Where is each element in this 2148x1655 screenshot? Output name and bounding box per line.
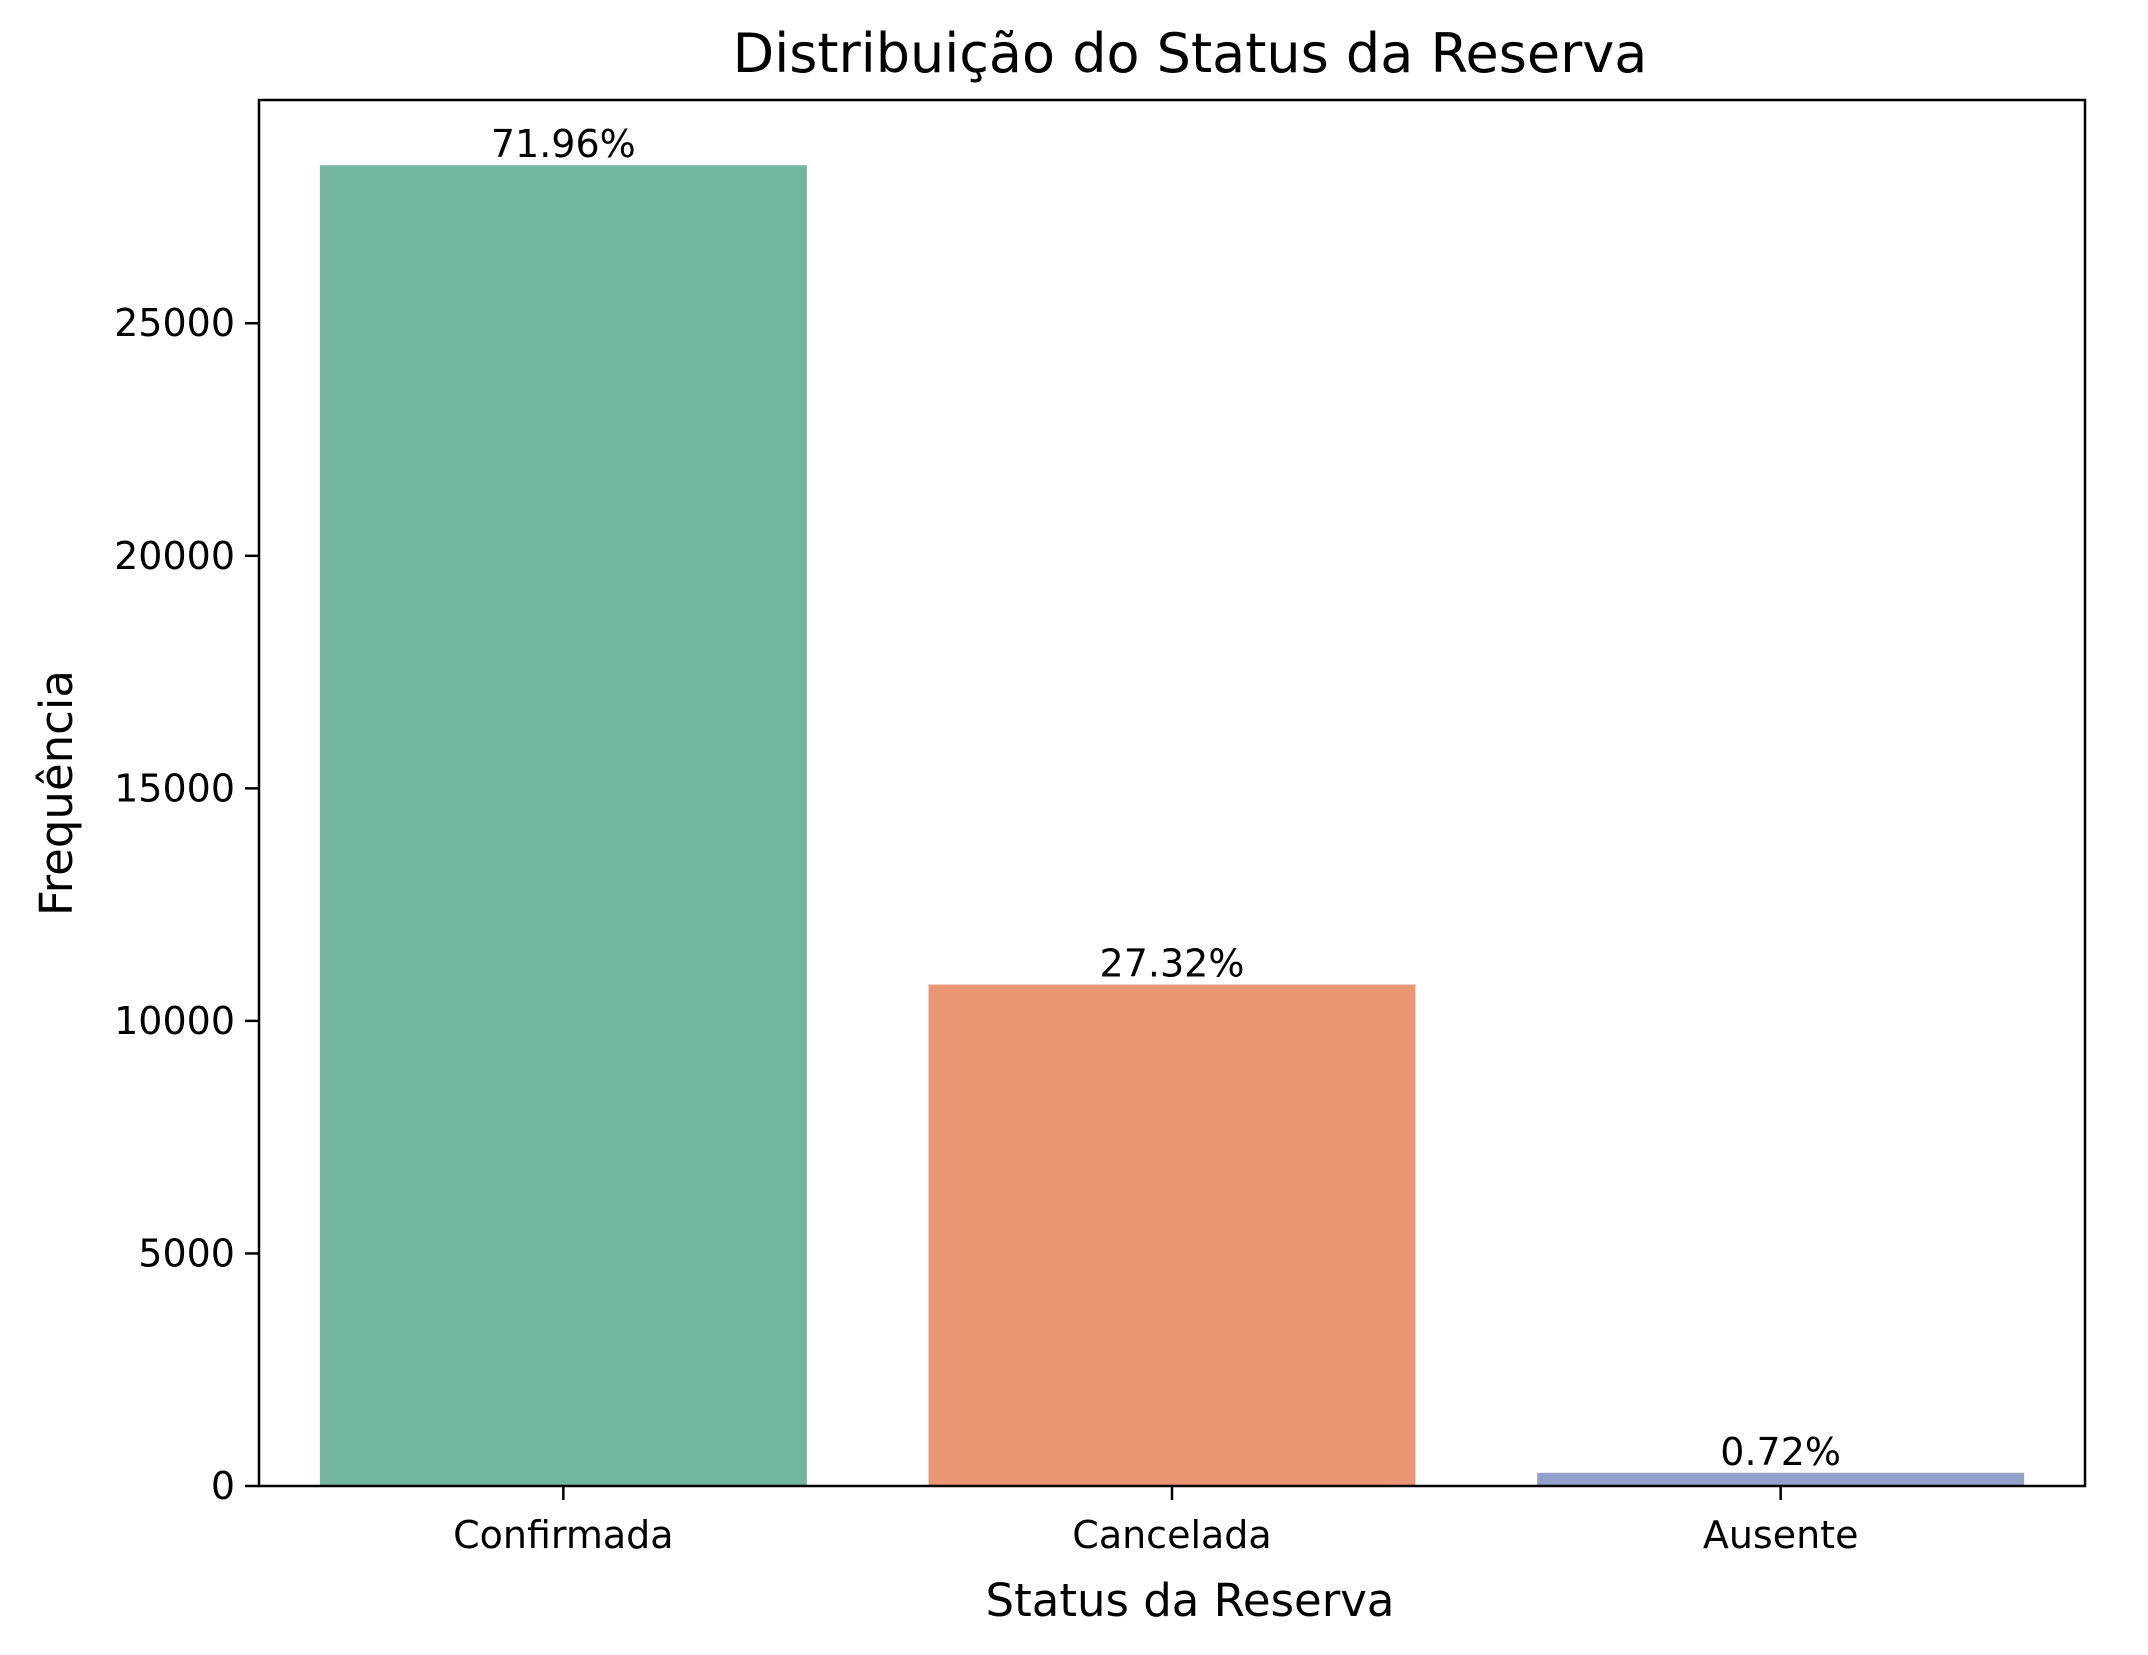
- bar-confirmada: [319, 165, 807, 1486]
- x-axis-label: Status da Reserva: [986, 1574, 1395, 1627]
- data-label-ausente: 0.72%: [1720, 1430, 1841, 1474]
- y-tick-label: 25000: [114, 301, 235, 345]
- chart-title: Distribuição do Status da Reserva: [733, 22, 1648, 85]
- y-tick-label: 15000: [114, 766, 235, 810]
- x-tick-label: Confirmada: [453, 1513, 673, 1557]
- bars-layer: [319, 165, 2025, 1486]
- x-axis: Confirmada Cancelada Ausente: [453, 1486, 1858, 1557]
- x-tick-label: Ausente: [1703, 1513, 1859, 1557]
- data-label-cancelada: 27.32%: [1100, 942, 1245, 986]
- bar-cancelada: [928, 984, 1416, 1486]
- y-tick-label: 5000: [138, 1231, 235, 1275]
- y-axis-label: Frequência: [30, 670, 83, 916]
- data-labels-layer: 71.96% 27.32% 0.72%: [491, 122, 1841, 1474]
- bar-ausente: [1537, 1472, 2025, 1486]
- data-label-confirmada: 71.96%: [491, 122, 636, 166]
- y-tick-label: 20000: [114, 534, 235, 578]
- y-tick-label: 0: [211, 1464, 235, 1508]
- y-axis: 0 5000 10000 15000 20000 25000: [114, 301, 259, 1508]
- x-tick-label: Cancelada: [1072, 1513, 1271, 1557]
- plot-frame: [257, 98, 2087, 1488]
- y-tick-label: 10000: [114, 999, 235, 1043]
